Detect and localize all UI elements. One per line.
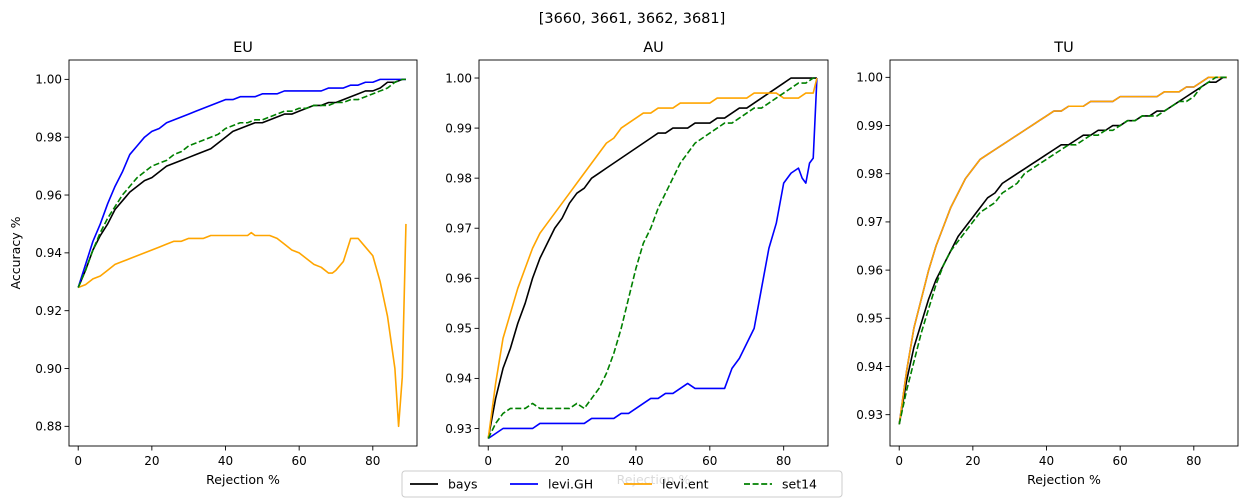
series-line-levi-ent <box>77 223 407 428</box>
legend-label: set14 <box>782 477 817 492</box>
y-tick-label: 0.98 <box>35 131 62 145</box>
x-tick-label: 80 <box>776 454 791 468</box>
panel-eu: EU 0 20 40 60 80 0.88 0.90 0.92 0.94 0.96 0.98 1.00 R… <box>8 40 418 487</box>
x-tick-label: 80 <box>1186 454 1201 468</box>
panel-title-au: AU <box>643 40 664 56</box>
series-group <box>77 78 407 428</box>
panel-au: AU 0 20 40 60 80 0.93 0.94 0.95 0.96 0.97 0.98 0.99 1… <box>445 40 829 487</box>
series-line-set14 <box>77 78 406 288</box>
x-tick-label: 40 <box>1039 454 1054 468</box>
series-group <box>898 76 1227 425</box>
legend-label: bays <box>448 477 478 492</box>
series-line-levi-ent <box>898 76 1227 425</box>
y-tick-label: 0.96 <box>445 272 472 286</box>
y-tick-label: 0.95 <box>445 322 472 336</box>
y-tick-label: 0.93 <box>445 422 472 436</box>
y-tick-label: 0.94 <box>35 246 62 260</box>
legend-box <box>401 470 843 498</box>
x-tick-label: 20 <box>965 454 980 468</box>
series-line-levi-gh <box>487 77 818 440</box>
x-tick-label: 0 <box>74 454 82 468</box>
y-tick-label: 0.96 <box>35 188 62 202</box>
x-tick-label: 40 <box>218 454 233 468</box>
axes-frame <box>68 59 418 447</box>
legend-item-levi-ent: levi.ent <box>624 477 709 492</box>
series-line-levi-ent <box>487 77 818 439</box>
x-tick-label: 60 <box>1113 454 1128 468</box>
y-tick-label: 0.94 <box>445 372 472 386</box>
y-tick-label: 0.92 <box>35 304 62 318</box>
x-tick-label: 60 <box>702 454 717 468</box>
y-tick-label: 0.97 <box>856 215 883 229</box>
panel-title-eu: EU <box>233 40 253 56</box>
series-line-bays <box>487 77 817 439</box>
legend-label: levi.ent <box>662 477 709 492</box>
y-tick-label: 0.95 <box>856 312 883 326</box>
y-tick-label: 0.97 <box>445 222 472 236</box>
series-line-levi-gh <box>898 76 1227 425</box>
y-tick-label: 0.96 <box>856 263 883 277</box>
y-tick-label: 0.88 <box>35 420 62 434</box>
x-tick-label: 40 <box>628 454 643 468</box>
y-tick-label: 0.98 <box>856 167 883 181</box>
x-tick-label: 0 <box>895 454 903 468</box>
legend-label: levi.GH <box>548 477 593 492</box>
series-line-set14 <box>898 76 1227 425</box>
legend: bays levi.GH levi.ent set14 <box>401 470 843 498</box>
x-tick-label: 60 <box>292 454 307 468</box>
figure-suptitle: [3660, 3661, 3662, 3681] <box>539 11 726 27</box>
series-group <box>487 77 818 440</box>
panel-title-tu: TU <box>1053 40 1073 56</box>
x-tick-label: 20 <box>144 454 159 468</box>
series-line-set14 <box>487 77 817 439</box>
legend-item-bays: bays <box>410 477 478 492</box>
y-axis-label: Accuracy % <box>8 216 23 289</box>
series-line-bays <box>77 78 406 288</box>
y-tick-label: 1.00 <box>856 71 883 85</box>
y-tick-label: 0.90 <box>35 362 62 376</box>
series-line-levi-gh <box>77 78 406 288</box>
legend-item-levi-gh: levi.GH <box>510 477 593 492</box>
y-tick-label: 0.94 <box>856 360 883 374</box>
y-tick-label: 0.98 <box>445 171 472 185</box>
axes-frame <box>478 59 829 447</box>
series-line-bays <box>898 76 1227 425</box>
panel-tu: TU 0 20 40 60 80 0.93 0.94 0.95 0.96 0.97 0.98 0.99 1… <box>856 40 1239 487</box>
y-tick-label: 0.99 <box>856 119 883 133</box>
y-tick-label: 1.00 <box>445 71 472 85</box>
x-axis-label: Rejection % <box>1027 472 1101 487</box>
x-tick-label: 80 <box>365 454 380 468</box>
y-tick-label: 0.93 <box>856 408 883 422</box>
y-tick-label: 1.00 <box>35 73 62 87</box>
x-tick-label: 20 <box>554 454 569 468</box>
x-axis-label: Rejection % <box>206 472 280 487</box>
x-tick-label: 0 <box>484 454 492 468</box>
y-tick-label: 0.99 <box>445 121 472 135</box>
legend-item-set14: set14 <box>744 477 817 492</box>
axes-frame <box>889 59 1239 447</box>
